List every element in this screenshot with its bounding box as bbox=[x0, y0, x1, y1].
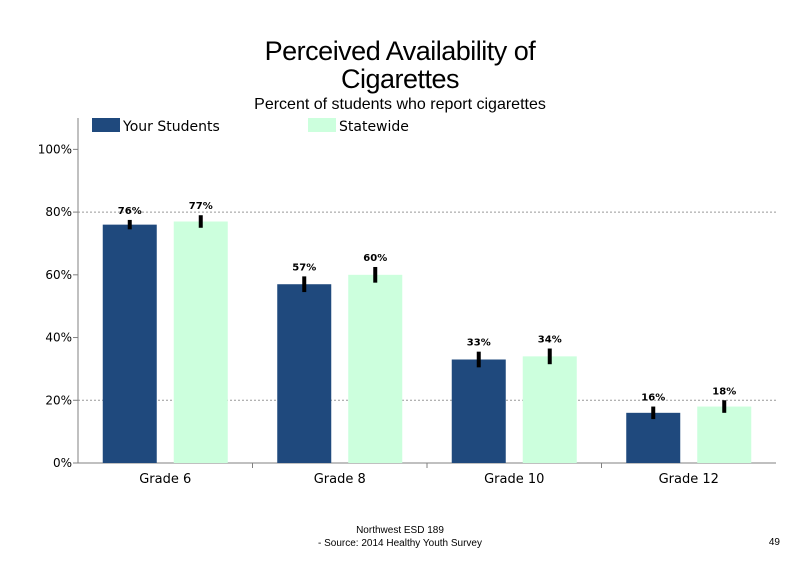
data-label: 16% bbox=[641, 393, 665, 404]
bar-statewide bbox=[522, 356, 577, 463]
bar-statewide bbox=[173, 221, 228, 463]
legend: Your Students Statewide bbox=[92, 118, 409, 135]
category-label: Grade 12 bbox=[659, 472, 719, 487]
y-tick-label: 20% bbox=[45, 393, 72, 407]
y-tick-label: 60% bbox=[45, 268, 72, 282]
category-label: Grade 8 bbox=[314, 472, 366, 487]
data-labels: 76% 77% 57% 60% 33% 34% 16% 18% bbox=[118, 201, 736, 403]
bars bbox=[102, 215, 752, 463]
data-label: 34% bbox=[538, 335, 562, 346]
data-label: 57% bbox=[292, 262, 316, 273]
bar-your-students bbox=[102, 224, 157, 463]
y-tick-label: 100% bbox=[38, 142, 72, 156]
bar-statewide bbox=[348, 274, 403, 463]
data-label: 18% bbox=[712, 386, 736, 397]
data-label: 60% bbox=[363, 253, 387, 264]
legend-label: Statewide bbox=[339, 119, 409, 135]
page-number: 49 bbox=[768, 537, 780, 548]
bar-your-students bbox=[451, 359, 506, 463]
y-tick-label: 40% bbox=[45, 331, 72, 345]
bar-your-students bbox=[277, 284, 332, 463]
category-label: Grade 6 bbox=[139, 472, 191, 487]
legend-swatch bbox=[308, 118, 336, 132]
bar-your-students bbox=[626, 412, 681, 463]
axes: 0% 20% 40% 60% 80% 100% Grade 6 Grade 8 Grade 10… bbox=[38, 118, 776, 487]
data-label: 33% bbox=[467, 338, 491, 349]
y-tick-label: 0% bbox=[53, 456, 72, 470]
legend-label: Your Students bbox=[122, 119, 220, 135]
category-label: Grade 10 bbox=[484, 472, 544, 487]
legend-swatch bbox=[92, 118, 120, 132]
chart-title-line-2: Cigarettes bbox=[340, 64, 460, 94]
bar-statewide bbox=[697, 406, 752, 463]
data-label: 77% bbox=[189, 201, 213, 212]
chart-subtitle: Percent of students who report cigarette… bbox=[254, 96, 546, 113]
y-tick-label: 80% bbox=[45, 205, 72, 219]
data-label: 76% bbox=[118, 206, 142, 217]
footer-source: - Source: 2014 Healthy Youth Survey bbox=[318, 538, 482, 549]
chart-title-line-1: Perceived Availability of bbox=[264, 36, 536, 66]
footer-organization: Northwest ESD 189 bbox=[356, 525, 444, 536]
